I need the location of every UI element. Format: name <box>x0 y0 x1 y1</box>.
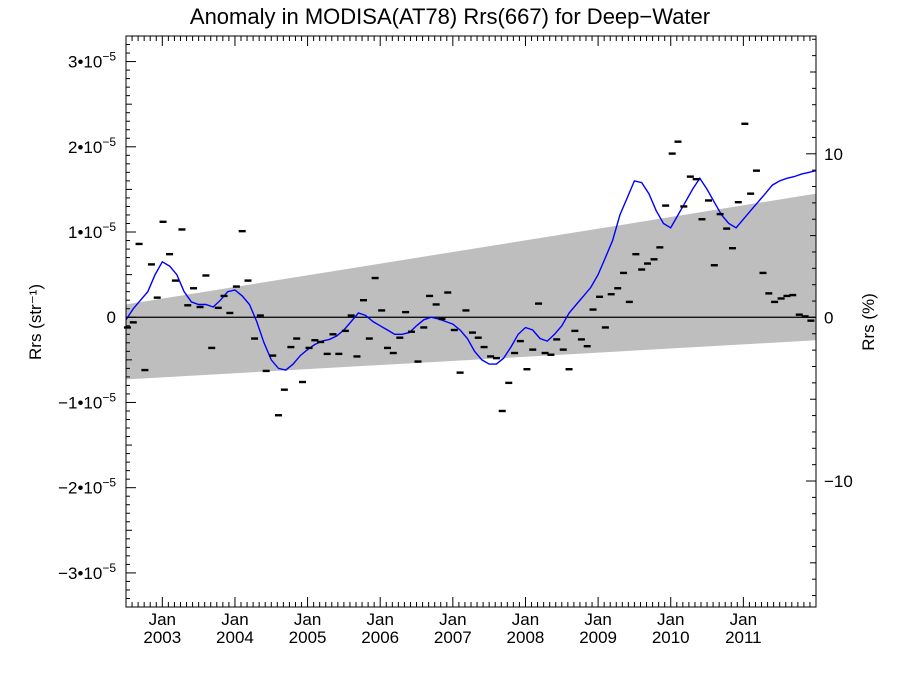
left-tick-base: −2•10 <box>58 479 102 498</box>
y-axis-right-label: Rrs (%) <box>859 293 878 351</box>
x-tick-year: 2011 <box>725 628 762 647</box>
left-tick-label: −1•10−5 <box>58 390 116 412</box>
left-tick-label: 2•10−5 <box>68 135 116 157</box>
x-tick-month: Jan <box>366 610 393 629</box>
x-tick-year: 2004 <box>216 628 254 647</box>
left-tick-base: −3•10 <box>58 564 102 583</box>
left-tick-label: −2•10−5 <box>58 476 116 498</box>
right-tick-label: 10 <box>824 145 843 164</box>
x-tick-month: Jan <box>149 610 176 629</box>
left-tick-label: 0 <box>107 308 116 327</box>
x-tick-month: Jan <box>657 610 684 629</box>
left-tick-base: 2•10 <box>68 138 102 157</box>
x-tick-month: Jan <box>584 610 611 629</box>
x-tick-month: Jan <box>221 610 248 629</box>
x-tick-month: Jan <box>439 610 466 629</box>
left-tick-exponent: −5 <box>102 220 116 234</box>
right-tick-label: 0 <box>824 308 833 327</box>
running-mean-line <box>126 170 816 371</box>
x-tick-month: Jan <box>730 610 757 629</box>
left-tick-label: 3•10−5 <box>68 50 116 72</box>
left-tick-exponent: −5 <box>102 390 116 404</box>
x-tick-year: 2007 <box>434 628 472 647</box>
chart-title: Anomaly in MODISA(AT78) Rrs(667) for Dee… <box>190 4 710 29</box>
left-tick-base: −1•10 <box>58 393 102 412</box>
x-tick-year: 2008 <box>507 628 545 647</box>
uncertainty-band <box>126 193 816 380</box>
left-tick-exponent: −5 <box>102 476 116 490</box>
left-tick-label: −3•10−5 <box>58 561 116 583</box>
left-tick-base: 3•10 <box>68 53 102 72</box>
x-tick-month: Jan <box>512 610 539 629</box>
left-tick-exponent: −5 <box>102 135 116 149</box>
x-tick-year: 2005 <box>289 628 327 647</box>
left-tick-exponent: −5 <box>102 561 116 575</box>
left-tick-base: 1•10 <box>68 223 102 242</box>
y-axis-left-label: Rrs (str⁻¹) <box>26 284 45 360</box>
x-tick-month: Jan <box>294 610 321 629</box>
left-tick-label: 1•10−5 <box>68 220 116 242</box>
right-tick-label: −10 <box>824 472 853 491</box>
x-tick-year: 2009 <box>579 628 617 647</box>
x-tick-year: 2006 <box>361 628 399 647</box>
x-tick-year: 2010 <box>652 628 690 647</box>
left-tick-exponent: −5 <box>102 50 116 64</box>
x-tick-year: 2003 <box>143 628 181 647</box>
